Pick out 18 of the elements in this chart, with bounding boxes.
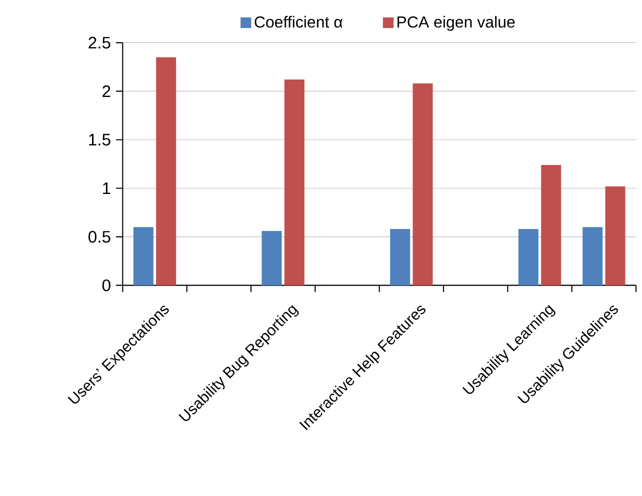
y-tick-label: 1.5 bbox=[89, 134, 110, 146]
y-tick-label: 0.5 bbox=[88, 230, 110, 243]
bar bbox=[541, 164, 562, 286]
legend-label: Coefficient α bbox=[254, 16, 342, 28]
bar bbox=[262, 230, 282, 286]
bar bbox=[605, 186, 626, 286]
bar bbox=[284, 80, 304, 286]
bar bbox=[518, 229, 538, 286]
bar bbox=[582, 227, 603, 286]
y-tick-label: 2.5 bbox=[88, 36, 110, 49]
bar bbox=[156, 57, 176, 286]
y-tick-label: 1 bbox=[103, 182, 110, 194]
bar bbox=[390, 229, 410, 286]
bar bbox=[412, 83, 433, 286]
bar bbox=[133, 227, 154, 286]
y-tick-label: 0 bbox=[102, 279, 110, 292]
legend-label: PCA eigen value bbox=[398, 16, 515, 31]
y-tick-label: 2 bbox=[102, 85, 110, 98]
